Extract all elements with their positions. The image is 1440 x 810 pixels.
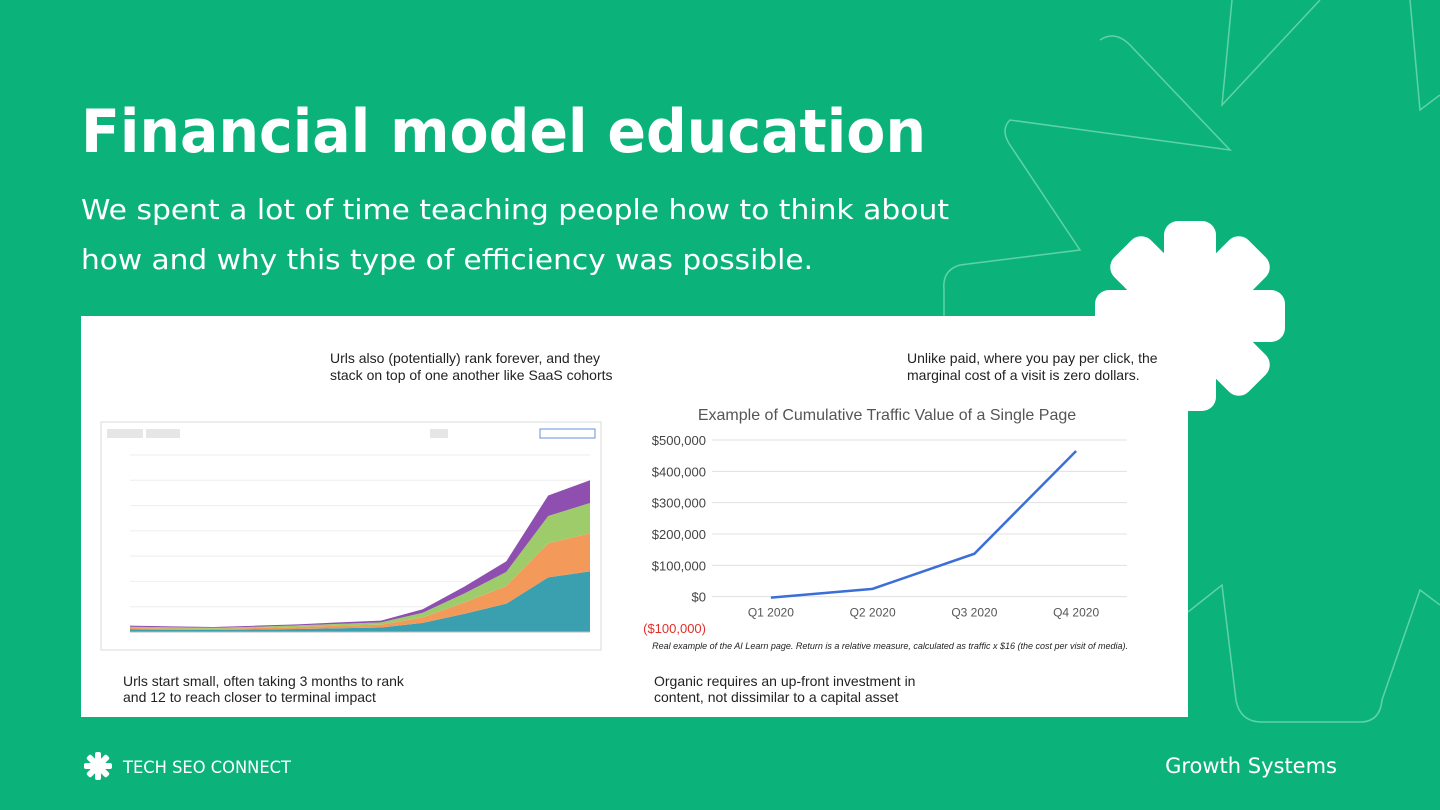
y-tick-label: $300,000 <box>652 496 706 511</box>
x-tick-label: Q4 2020 <box>1053 606 1099 620</box>
subtitle-line: We spent a lot of time teaching people h… <box>81 193 949 226</box>
chart-title: Example of Cumulative Traffic Value of a… <box>698 407 1076 424</box>
logo-mark <box>84 752 112 780</box>
y-tick-label: $500,000 <box>652 433 706 448</box>
annotation: marginal cost of a visit is zero dollars… <box>907 367 1140 383</box>
annotation: Unlike paid, where you pay per click, th… <box>907 350 1158 366</box>
area <box>130 503 590 629</box>
section-name: Growth Systems <box>1165 754 1337 778</box>
subtitle-line: how and why this type of efficiency was … <box>81 243 813 276</box>
y-tick-label: $400,000 <box>652 464 706 479</box>
annotation: stack on top of one another like SaaS co… <box>330 367 613 383</box>
line <box>770 450 1078 599</box>
y-tick-label: $200,000 <box>652 527 706 542</box>
toolbar-button <box>146 429 180 438</box>
area <box>130 571 590 632</box>
y-tick-label: $100,000 <box>652 558 706 573</box>
title: Financial model education <box>81 97 926 167</box>
toolbar-button <box>539 428 596 439</box>
x-tick-label: Q1 2020 <box>748 606 794 620</box>
toolbar-button <box>430 429 448 438</box>
y-tick-label: ($100,000) <box>643 621 706 636</box>
area <box>130 533 590 630</box>
brand: TECH SEO CONNECT <box>122 758 292 778</box>
y-tick-label: $0 <box>692 590 706 605</box>
chart-note: Real example of the AI Learn page. Retur… <box>652 641 1128 651</box>
toolbar-button <box>107 429 143 438</box>
x-tick-label: Q3 2020 <box>951 606 997 620</box>
annotation: content, not dissimilar to a capital ass… <box>654 689 898 705</box>
annotation: Organic requires an up-front investment … <box>654 673 915 689</box>
x-tick-label: Q2 2020 <box>850 606 896 620</box>
annotation: Urls start small, often taking 3 months … <box>123 673 405 689</box>
decor-outline <box>943 0 1440 723</box>
annotation: and 12 to reach closer to terminal impac… <box>123 689 376 705</box>
annotation: Urls also (potentially) rank forever, an… <box>330 350 600 366</box>
